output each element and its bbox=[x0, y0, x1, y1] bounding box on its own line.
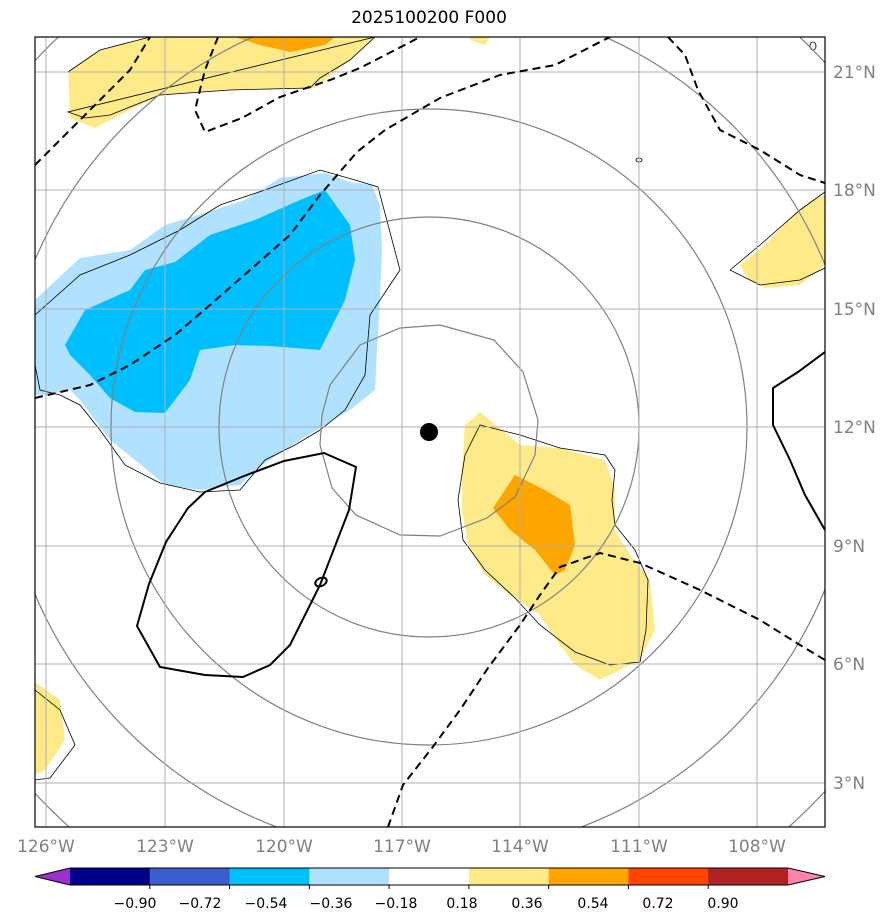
colorbar-tick-label: 0.90 bbox=[707, 896, 738, 912]
colorbar-segment bbox=[70, 868, 151, 885]
anomaly-region-light-yellow-southwest bbox=[35, 682, 65, 775]
colorbar-tick-label: −0.54 bbox=[245, 896, 288, 912]
colorbar-segment bbox=[628, 868, 709, 885]
colorbar-tick-label: 0.54 bbox=[577, 896, 608, 912]
colorbar-tick-label: −0.36 bbox=[310, 896, 353, 912]
lat-label: 6°N bbox=[833, 655, 865, 675]
lon-label: 123°W bbox=[136, 837, 194, 857]
colorbar-extend-max bbox=[788, 868, 825, 885]
anomaly-region-blue bbox=[65, 190, 355, 413]
colorbar-segment bbox=[708, 868, 789, 885]
solid-contours bbox=[135, 351, 825, 679]
latitude-tick-labels: 21°N 18°N 15°N 12°N 9°N 6°N 3°N bbox=[833, 63, 876, 794]
longitude-tick-labels: 126°W 123°W 120°W 117°W 114°W 111°W 108°… bbox=[17, 837, 786, 857]
lat-label: 3°N bbox=[833, 774, 865, 794]
colorbar-tick-label: −0.18 bbox=[375, 896, 418, 912]
colorbar-segment bbox=[548, 868, 629, 885]
colorbar-segment bbox=[389, 868, 470, 885]
dashed-contours bbox=[35, 37, 825, 827]
anomaly-region-light-yellow-north bbox=[68, 37, 375, 128]
anomaly-outlines bbox=[35, 37, 825, 781]
colorbar-segment bbox=[229, 868, 310, 885]
lat-label: 12°N bbox=[833, 418, 876, 438]
lon-label: 117°W bbox=[373, 837, 431, 857]
colorbar-extend-min bbox=[35, 868, 70, 885]
lon-label: 108°W bbox=[728, 837, 786, 857]
lon-label: 114°W bbox=[491, 837, 549, 857]
storm-center-marker bbox=[420, 423, 438, 441]
colorbar bbox=[34, 867, 826, 889]
lat-label: 15°N bbox=[833, 300, 876, 320]
colorbar-tick-label: 0.36 bbox=[511, 896, 542, 912]
lat-label: 18°N bbox=[833, 181, 876, 201]
colorbar-tick-labels: −0.90 −0.72 −0.54 −0.36 −0.18 0.18 0.36 … bbox=[114, 896, 739, 912]
lon-label: 111°W bbox=[610, 837, 668, 857]
lon-label: 120°W bbox=[255, 837, 313, 857]
anomaly-region-light-yellow-east bbox=[740, 195, 825, 288]
lat-label: 21°N bbox=[833, 63, 876, 83]
lat-label: 9°N bbox=[833, 537, 865, 557]
colorbar-outline bbox=[34, 867, 826, 886]
anomaly-region-orange-north bbox=[235, 37, 335, 52]
anomaly-region-light-yellow-small bbox=[467, 37, 490, 45]
anomaly-region-orange-south bbox=[493, 475, 575, 575]
colorbar-tick-label: 0.18 bbox=[446, 896, 477, 912]
plot-frame bbox=[34, 36, 826, 828]
colorbar-segment bbox=[468, 868, 550, 885]
lon-label: 126°W bbox=[17, 837, 75, 857]
colorbar-tick-label: −0.72 bbox=[179, 896, 222, 912]
colorbar-segment bbox=[149, 868, 231, 885]
colorbar-segment bbox=[309, 868, 390, 885]
map-title: 2025100200 F000 bbox=[351, 8, 507, 28]
graticule bbox=[35, 37, 825, 827]
colorbar-tick-label: −0.90 bbox=[114, 896, 157, 912]
colorbar-tick-label: 0.72 bbox=[642, 896, 673, 912]
